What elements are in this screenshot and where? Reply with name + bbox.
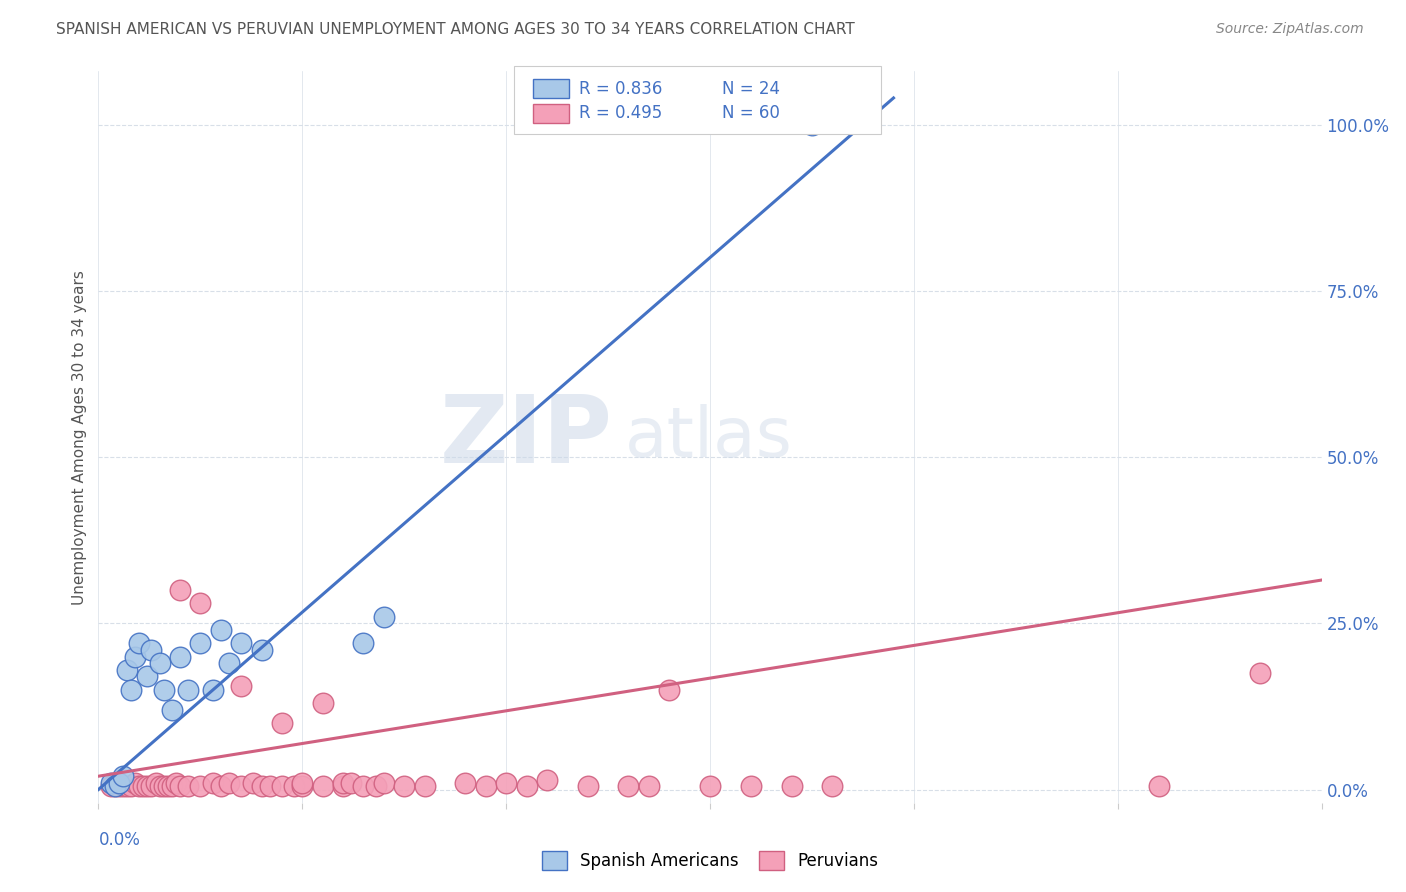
Point: [373, 609, 395, 624]
Point: [801, 118, 824, 132]
Text: N = 60: N = 60: [723, 104, 780, 122]
Point: [160, 779, 183, 793]
Point: [120, 779, 142, 793]
Text: ZIP: ZIP: [439, 391, 612, 483]
Point: [128, 636, 150, 650]
Point: [165, 776, 187, 790]
Point: [638, 779, 661, 793]
Point: [156, 779, 179, 793]
Point: [231, 680, 253, 694]
Point: [231, 636, 253, 650]
Point: [141, 779, 163, 793]
Point: [141, 643, 163, 657]
Point: [104, 779, 127, 793]
Point: [188, 596, 212, 610]
Y-axis label: Unemployment Among Ages 30 to 34 years: Unemployment Among Ages 30 to 34 years: [72, 269, 87, 605]
Point: [231, 779, 253, 793]
Point: [259, 779, 281, 793]
Point: [136, 779, 159, 793]
Point: [136, 669, 159, 683]
Point: [188, 779, 212, 793]
Point: [149, 779, 172, 793]
Point: [392, 779, 416, 793]
Point: [536, 772, 558, 787]
Point: [291, 776, 314, 790]
Point: [740, 779, 762, 793]
Point: [100, 776, 122, 790]
Point: [124, 776, 146, 790]
Point: [124, 649, 146, 664]
Text: Source: ZipAtlas.com: Source: ZipAtlas.com: [1216, 22, 1364, 37]
Point: [108, 779, 131, 793]
Point: [270, 716, 294, 731]
Point: [149, 656, 172, 670]
Point: [250, 779, 273, 793]
Point: [111, 769, 134, 783]
Point: [209, 779, 232, 793]
Point: [111, 779, 134, 793]
Point: [332, 776, 354, 790]
Point: [218, 776, 240, 790]
Legend: Spanish Americans, Peruvians: Spanish Americans, Peruvians: [533, 843, 887, 879]
Point: [169, 649, 191, 664]
Point: [160, 703, 183, 717]
Point: [1147, 779, 1170, 793]
Text: R = 0.495: R = 0.495: [579, 104, 662, 122]
Point: [340, 776, 363, 790]
Point: [177, 779, 200, 793]
Point: [115, 663, 138, 677]
Point: [364, 779, 387, 793]
Point: [291, 779, 314, 793]
Text: N = 24: N = 24: [723, 80, 780, 98]
Text: R = 0.836: R = 0.836: [579, 80, 662, 98]
Point: [201, 776, 224, 790]
Point: [283, 779, 305, 793]
Point: [699, 779, 721, 793]
Point: [218, 656, 240, 670]
FancyBboxPatch shape: [533, 79, 569, 98]
Point: [454, 776, 477, 790]
Point: [152, 779, 174, 793]
Point: [128, 779, 150, 793]
Point: [312, 696, 335, 710]
Point: [312, 779, 335, 793]
Point: [270, 779, 294, 793]
Point: [821, 779, 844, 793]
FancyBboxPatch shape: [515, 66, 882, 134]
Point: [413, 779, 436, 793]
FancyBboxPatch shape: [533, 103, 569, 122]
Point: [209, 623, 232, 637]
Point: [617, 779, 640, 793]
Point: [576, 779, 599, 793]
Point: [373, 776, 395, 790]
Point: [780, 779, 803, 793]
Point: [169, 779, 191, 793]
Point: [352, 779, 374, 793]
Point: [177, 682, 200, 697]
Point: [332, 779, 354, 793]
Point: [474, 779, 498, 793]
Point: [108, 776, 131, 790]
Point: [201, 682, 224, 697]
Text: atlas: atlas: [624, 403, 792, 471]
Point: [132, 779, 155, 793]
Point: [115, 779, 138, 793]
Point: [152, 682, 174, 697]
Point: [100, 779, 122, 793]
Point: [104, 779, 127, 793]
Point: [352, 636, 374, 650]
Point: [495, 776, 517, 790]
Point: [169, 582, 191, 597]
Point: [242, 776, 264, 790]
Point: [120, 682, 142, 697]
Point: [188, 636, 212, 650]
Point: [658, 682, 681, 697]
Text: SPANISH AMERICAN VS PERUVIAN UNEMPLOYMENT AMONG AGES 30 TO 34 YEARS CORRELATION : SPANISH AMERICAN VS PERUVIAN UNEMPLOYMEN…: [56, 22, 855, 37]
Point: [1249, 666, 1271, 681]
Text: 0.0%: 0.0%: [98, 830, 141, 848]
Point: [516, 779, 538, 793]
Point: [145, 776, 167, 790]
Point: [250, 643, 273, 657]
